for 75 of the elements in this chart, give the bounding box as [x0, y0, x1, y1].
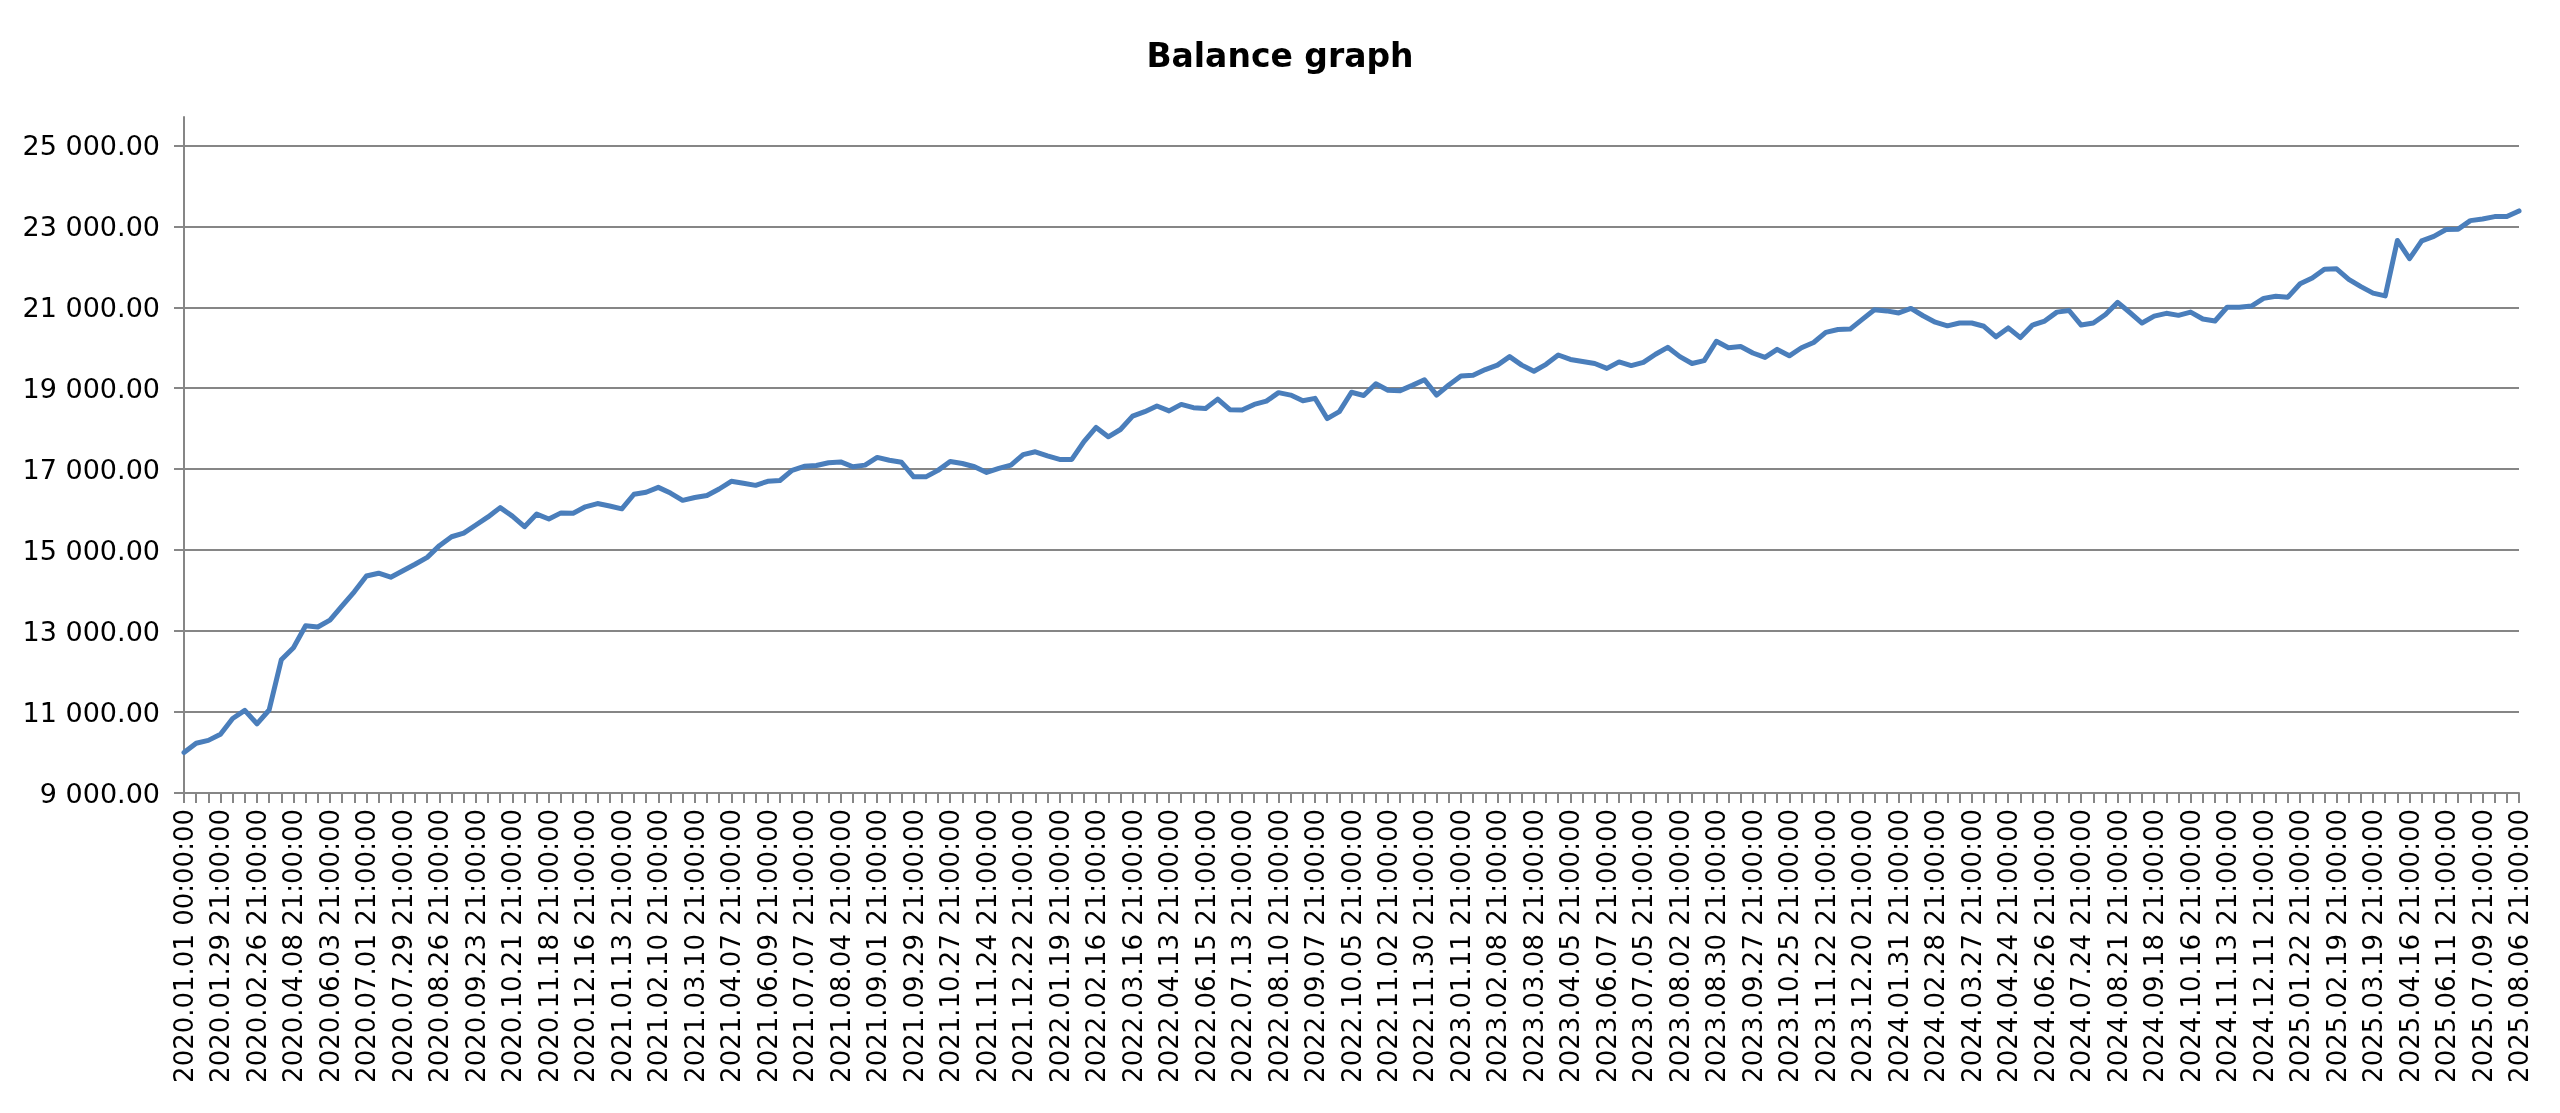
x-tick-label: 2023.02.08 21:00:00: [1482, 809, 1513, 1083]
x-tick-label: 2022.02.16 21:00:00: [1081, 809, 1112, 1083]
x-tick-label: 2022.04.13 21:00:00: [1154, 809, 1185, 1083]
x-tick-label: 2022.07.13 21:00:00: [1227, 809, 1258, 1083]
y-tick-label: 21 000.00: [22, 291, 160, 323]
x-tick-label: 2020.10.21 21:00:00: [497, 809, 528, 1083]
x-tick-label: 2024.11.13 21:00:00: [2212, 809, 2243, 1083]
x-tick-label: 2020.12.16 21:00:00: [570, 809, 601, 1083]
x-tick-label: 2022.10.05 21:00:00: [1336, 809, 1367, 1083]
x-tick-label: 2020.11.18 21:00:00: [533, 809, 564, 1083]
x-tick-label: 2021.06.09 21:00:00: [752, 809, 783, 1083]
x-tick-label: 2024.01.31 21:00:00: [1883, 809, 1914, 1083]
x-tick-label: 2021.04.07 21:00:00: [716, 809, 747, 1083]
x-tick-label: 2022.03.16 21:00:00: [1117, 809, 1148, 1083]
x-tick-label: 2023.08.02 21:00:00: [1664, 809, 1695, 1083]
x-tick-label: 2024.06.26 21:00:00: [2029, 809, 2060, 1083]
x-tick-label: 2022.01.19 21:00:00: [1044, 809, 1075, 1083]
x-tick-label: 2022.06.15 21:00:00: [1190, 809, 1221, 1083]
x-tick-label: 2023.03.08 21:00:00: [1518, 809, 1549, 1083]
x-tick-label: 2022.11.30 21:00:00: [1409, 809, 1440, 1083]
x-tick-label: 2025.02.19 21:00:00: [2321, 809, 2352, 1083]
y-tick-label: 25 000.00: [22, 129, 160, 161]
x-tick-label: 2021.01.13 21:00:00: [606, 809, 637, 1083]
x-tick-label: 2025.04.16 21:00:00: [2394, 809, 2425, 1083]
x-tick-label: 2022.11.02 21:00:00: [1372, 809, 1403, 1083]
y-tick-label: 11 000.00: [22, 696, 160, 728]
x-tick-label: 2025.07.09 21:00:00: [2467, 809, 2498, 1083]
x-tick-label: 2024.02.28 21:00:00: [1920, 809, 1951, 1083]
x-tick-label: 2024.03.27 21:00:00: [1956, 809, 1987, 1083]
x-tick-label: 2023.10.25 21:00:00: [1774, 809, 1805, 1083]
x-tick-label: 2023.08.30 21:00:00: [1701, 809, 1732, 1083]
x-tick-label: 2024.12.11 21:00:00: [2248, 809, 2279, 1083]
x-tick-label: 2025.06.11 21:00:00: [2431, 809, 2462, 1083]
y-tick-label: 23 000.00: [22, 210, 160, 242]
x-tick-label: 2021.07.07 21:00:00: [789, 809, 820, 1083]
x-tick-label: 2020.04.08 21:00:00: [278, 809, 309, 1083]
x-tick-label: 2021.11.24 21:00:00: [971, 809, 1002, 1083]
chart-title: Balance graph: [1146, 36, 1414, 75]
x-tick-label: 2023.09.27 21:00:00: [1737, 809, 1768, 1083]
x-tick-label: 2024.04.24 21:00:00: [1993, 809, 2024, 1083]
x-tick-label: 2022.08.10 21:00:00: [1263, 809, 1294, 1083]
x-tick-label: 2021.12.22 21:00:00: [1008, 809, 1039, 1083]
x-tick-label: 2023.12.20 21:00:00: [1847, 809, 1878, 1083]
x-tick-label: 2020.07.29 21:00:00: [387, 809, 418, 1083]
x-tick-label: 2024.10.16 21:00:00: [2175, 809, 2206, 1083]
x-tick-label: 2020.01.01 00:00:00: [169, 809, 199, 1083]
x-tick-label: 2021.10.27 21:00:00: [935, 809, 966, 1083]
x-tick-label: 2023.11.22 21:00:00: [1810, 809, 1841, 1083]
x-tick-label: 2020.07.01 21:00:00: [351, 809, 382, 1083]
x-tick-label: 2023.06.07 21:00:00: [1591, 809, 1622, 1083]
x-tick-label: 2024.09.18 21:00:00: [2139, 809, 2170, 1083]
x-tick-label: 2025.01.22 21:00:00: [2285, 809, 2316, 1083]
x-tick-label: 2024.07.24 21:00:00: [2066, 809, 2097, 1083]
y-tick-label: 17 000.00: [22, 453, 160, 485]
x-tick-label: 2020.08.26 21:00:00: [424, 809, 455, 1083]
x-tick-label: 2025.03.19 21:00:00: [2358, 809, 2389, 1083]
x-tick-label: 2021.02.10 21:00:00: [643, 809, 674, 1083]
x-tick-label: 2025.08.06 21:00:00: [2504, 809, 2534, 1083]
y-tick-label: 13 000.00: [22, 615, 160, 647]
x-tick-label: 2020.01.29 21:00:00: [205, 809, 236, 1083]
x-tick-label: 2023.01.11 21:00:00: [1445, 809, 1476, 1083]
x-tick-label: 2021.03.10 21:00:00: [679, 809, 710, 1083]
x-tick-label: 2024.08.21 21:00:00: [2102, 809, 2133, 1083]
y-tick-label: 19 000.00: [22, 372, 160, 404]
x-tick-label: 2021.09.29 21:00:00: [898, 809, 929, 1083]
x-tick-label: 2021.09.01 21:00:00: [862, 809, 893, 1083]
x-tick-label: 2020.06.03 21:00:00: [314, 809, 345, 1083]
x-tick-label: 2020.09.23 21:00:00: [460, 809, 491, 1083]
x-tick-label: 2023.04.05 21:00:00: [1555, 809, 1586, 1083]
y-tick-label: 9 000.00: [39, 777, 160, 809]
y-tick-label: 15 000.00: [22, 534, 160, 566]
x-tick-label: 2020.02.26 21:00:00: [241, 809, 272, 1083]
x-tick-label: 2023.07.05 21:00:00: [1628, 809, 1659, 1083]
x-tick-label: 2022.09.07 21:00:00: [1300, 809, 1331, 1083]
x-tick-label: 2021.08.04 21:00:00: [825, 809, 856, 1083]
